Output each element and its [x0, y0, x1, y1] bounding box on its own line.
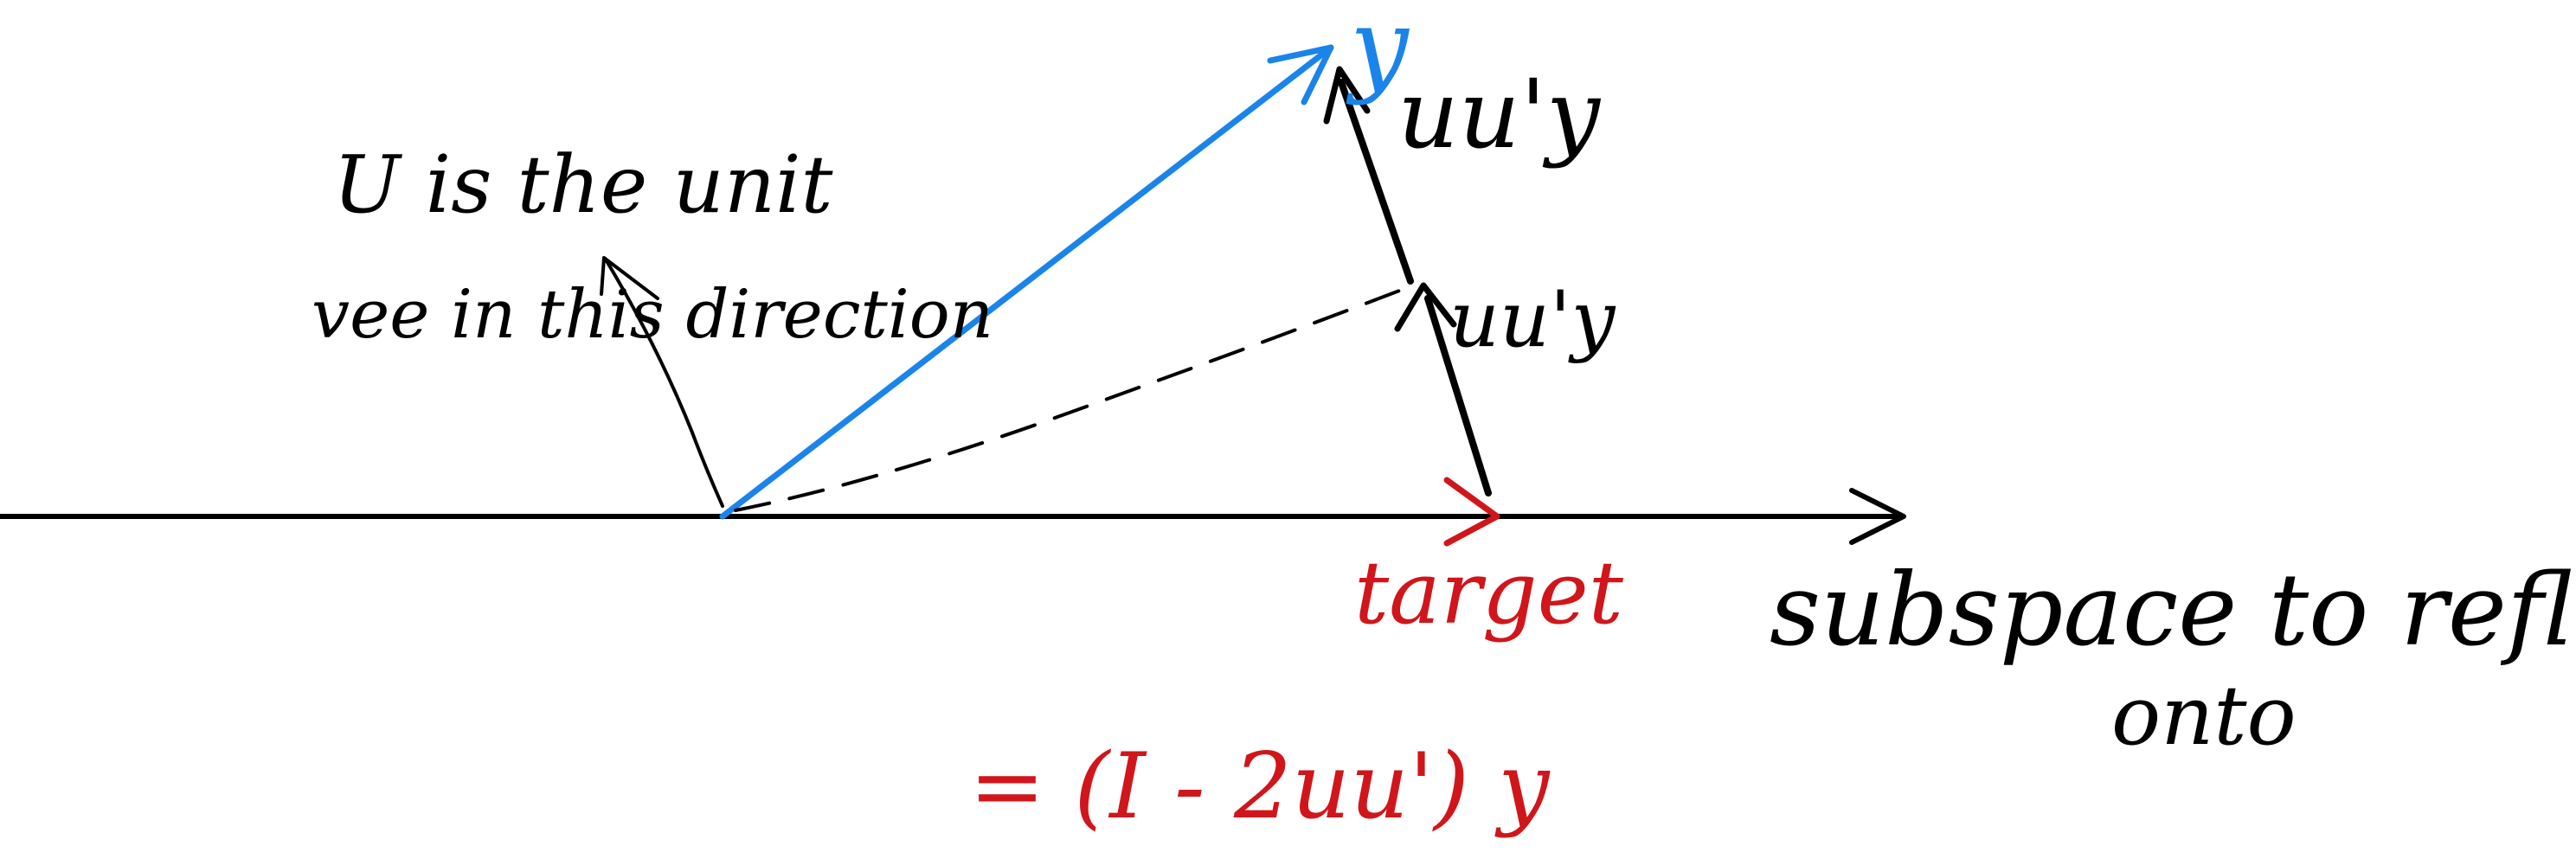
uuy-lower-label: uu'y: [1449, 274, 1616, 365]
vector-uuy-lower: [1394, 282, 1492, 497]
subspace-axis: [0, 488, 1906, 545]
target-arrowhead: [1443, 477, 1500, 547]
y-label: y: [1346, 0, 1410, 107]
target-label: target: [1354, 542, 1624, 644]
u-note-line2: vee in this direction: [312, 276, 993, 354]
pointer-arrow-to-note: [600, 256, 724, 508]
subspace-label-line2: onto: [2111, 669, 2297, 764]
u-note-line1: U is the unit: [333, 138, 834, 231]
subspace-label-line1: subspace to reflect: [1770, 553, 2576, 669]
vector-uuy-upper: [1323, 66, 1414, 285]
vector-y: [719, 44, 1334, 520]
uuy-upper-label: uu'y: [1397, 59, 1602, 170]
reflection-formula: = (I - 2uu') y: [969, 734, 1551, 839]
